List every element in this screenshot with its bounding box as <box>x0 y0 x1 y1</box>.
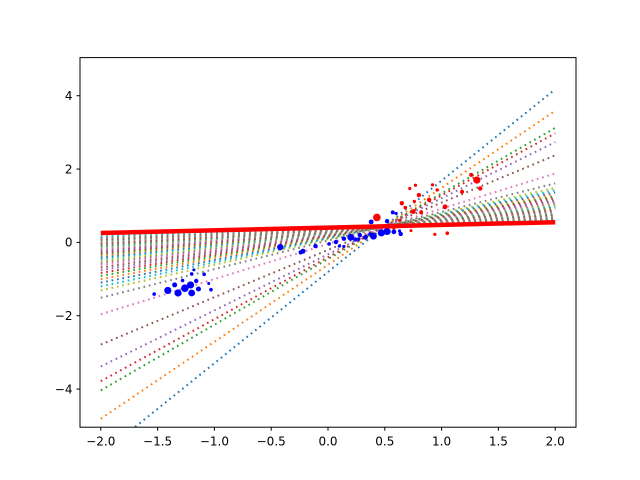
red-scatter-point-19 <box>460 189 465 194</box>
blue-scatter-point-18 <box>313 243 318 249</box>
iteration-line-3 <box>100 132 556 383</box>
blue-scatter-point-10 <box>194 278 199 284</box>
red-scatter-point-16 <box>435 188 439 192</box>
blue-scatter-point-21 <box>337 244 341 248</box>
blue-scatter-point-30 <box>370 232 377 240</box>
iteration-line-11 <box>100 193 556 281</box>
y-tick-label-0: −4 <box>55 382 73 396</box>
x-tick-label-0: −2.0 <box>86 435 115 449</box>
blue-scatter-point-13 <box>207 281 211 285</box>
blue-scatter-point-31 <box>377 229 385 237</box>
y-tick-label-3: 2 <box>65 162 73 176</box>
red-scatter-point-20 <box>469 172 474 177</box>
blue-scatter-point-6 <box>186 281 195 289</box>
y-tick-label-2: 0 <box>65 236 73 250</box>
blue-scatter-point-22 <box>341 236 347 241</box>
blue-scatter-point-17 <box>300 248 306 254</box>
x-tick-label-6: 1.0 <box>432 435 451 449</box>
x-tick-label-3: −0.5 <box>257 435 286 449</box>
blue-scatter-point-23 <box>342 244 346 249</box>
x-tick-label-7: 1.5 <box>489 435 508 449</box>
red-scatter-point-11 <box>416 192 422 198</box>
blue-scatter-point-33 <box>391 229 397 235</box>
blue-scatter-point-5 <box>181 284 189 293</box>
red-scatter-point-3 <box>398 218 402 222</box>
blue-scatter-point-7 <box>188 289 196 297</box>
red-scatter-point-5 <box>403 205 408 210</box>
x-tick-label-5: 0.5 <box>375 435 394 449</box>
y-tick-label-4: 4 <box>65 89 73 103</box>
blue-scatter-point-39 <box>394 211 398 216</box>
red-scatter-point-8 <box>410 209 416 215</box>
x-tick-label-2: −1.0 <box>200 435 229 449</box>
red-scatter-point-12 <box>419 210 424 215</box>
blue-scatter-point-26 <box>356 237 361 241</box>
blue-scatter-point-15 <box>277 243 284 251</box>
blue-scatter-point-1 <box>164 286 172 295</box>
iteration-line-7 <box>100 182 556 299</box>
red-scatter-point-0 <box>373 213 381 222</box>
blue-scatter-point-9 <box>192 268 196 272</box>
red-scatter-point-9 <box>412 199 416 203</box>
blue-scatter-point-25 <box>353 237 358 242</box>
red-scatter-point-14 <box>430 183 435 187</box>
blue-scatter-point-20 <box>333 239 339 245</box>
x-tick-label-8: 2.0 <box>546 435 565 449</box>
blue-scatter-point-2 <box>172 282 178 288</box>
blue-scatter-point-11 <box>195 286 201 292</box>
blue-scatter-point-36 <box>368 219 374 225</box>
red-scatter-point-6 <box>408 186 412 191</box>
red-scatter-point-13 <box>426 197 432 203</box>
red-scatter-point-4 <box>399 200 405 206</box>
red-scatter-point-18 <box>445 231 450 236</box>
x-tick-label-4: 0.0 <box>318 435 337 449</box>
blue-scatter-point-38 <box>390 210 395 215</box>
x-tick-label-1: −1.5 <box>143 435 172 449</box>
blue-scatter-point-24 <box>347 233 355 241</box>
blue-scatter-point-0 <box>152 292 156 296</box>
blue-scatter-point-35 <box>398 231 403 237</box>
blue-scatter-point-19 <box>327 242 331 246</box>
iteration-line-4 <box>100 141 556 368</box>
red-scatter-point-22 <box>478 186 483 191</box>
iteration-line-8 <box>100 186 556 292</box>
blue-scatter-point-3 <box>174 289 182 297</box>
blue-scatter-point-32 <box>383 227 391 235</box>
red-scatter-point-15 <box>433 232 437 236</box>
blue-scatter-point-8 <box>189 272 194 276</box>
red-scatter-point-17 <box>442 204 448 210</box>
red-scatter-point-7 <box>409 229 413 233</box>
iteration-line-10 <box>100 191 556 284</box>
blue-scatter-point-14 <box>209 287 213 292</box>
blue-scatter-point-28 <box>363 234 368 240</box>
y-tick-label-1: −2 <box>55 309 73 323</box>
final-fit-line <box>100 219 556 236</box>
iteration-line-1 <box>100 109 556 420</box>
blue-scatter-point-37 <box>384 218 390 224</box>
red-scatter-point-21 <box>473 176 481 184</box>
blue-scatter-point-27 <box>357 232 363 238</box>
blue-scatter-point-12 <box>202 272 206 277</box>
blue-scatter-point-4 <box>180 278 185 283</box>
red-scatter-point-10 <box>413 183 418 187</box>
